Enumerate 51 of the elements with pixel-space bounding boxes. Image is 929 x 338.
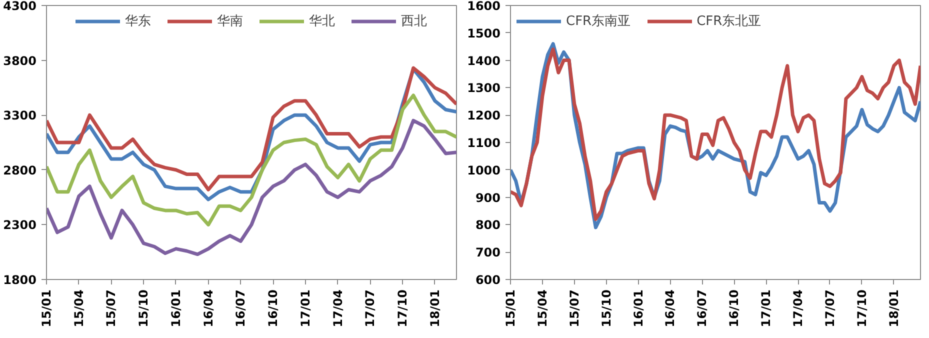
- x-tick-label: 15/04: [72, 290, 86, 328]
- x-tick-label: 17/10: [396, 290, 410, 328]
- y-tick-label: 800: [475, 218, 501, 232]
- y-tick-label: 600: [475, 273, 501, 287]
- y-tick-label: 1600: [467, 0, 501, 13]
- x-tick-label: 15/07: [104, 290, 118, 328]
- x-tick-label: 17/07: [822, 290, 837, 328]
- x-tick-label: 16/07: [234, 290, 248, 328]
- legend-label: 西北: [401, 13, 427, 30]
- y-tick-label: 3800: [3, 54, 37, 68]
- x-tick-label: 16/07: [695, 290, 710, 328]
- x-tick-label: 17/04: [791, 290, 806, 328]
- y-tick-label: 2800: [3, 163, 37, 178]
- x-tick-label: 16/04: [663, 290, 678, 328]
- y-tick-label: 1300: [467, 81, 501, 96]
- x-tick-label: 16/10: [727, 290, 742, 328]
- legend-label: CFR东北亚: [696, 13, 762, 30]
- y-tick-label: 4300: [3, 0, 37, 13]
- legend-label: 华南: [217, 13, 243, 30]
- y-tick-label: 2300: [3, 218, 37, 232]
- y-tick-label: 1800: [3, 273, 37, 287]
- line-series: [46, 118, 456, 256]
- x-tick-label: 16/04: [201, 290, 216, 328]
- x-tick-label: 17/10: [854, 290, 869, 328]
- y-tick-label: 1500: [467, 26, 501, 40]
- x-tick-label: 15/07: [567, 290, 582, 328]
- y-tick-label: 900: [475, 190, 501, 205]
- y-tick-label: 1100: [467, 136, 501, 150]
- x-tick-label: 16/01: [168, 290, 183, 328]
- y-tick-label: 3300: [3, 108, 37, 123]
- x-tick-label: 17/04: [330, 290, 345, 328]
- legend-label: 华北: [309, 13, 335, 30]
- x-tick-label: 17/07: [363, 290, 378, 328]
- x-tick-label: 16/01: [631, 290, 646, 328]
- x-tick-label: 17/01: [759, 290, 774, 328]
- y-tick-label: 700: [475, 246, 501, 260]
- y-tick-label: 1200: [467, 108, 501, 123]
- y-tick-label: 1400: [467, 54, 501, 68]
- x-tick-label: 16/10: [266, 290, 280, 328]
- x-tick-label: 18/01: [886, 290, 901, 328]
- legend-label: CFR东南亚: [566, 13, 631, 30]
- legend-label: 华东: [125, 13, 151, 30]
- line-series: [46, 94, 456, 226]
- y-tick-label: 1000: [467, 163, 501, 178]
- x-tick-label: 15/10: [599, 290, 614, 328]
- x-tick-label: 17/01: [298, 290, 312, 328]
- x-tick-label: 18/01: [428, 290, 442, 328]
- x-tick-label: 15/10: [136, 290, 151, 328]
- x-tick-label: 15/01: [504, 290, 518, 328]
- x-tick-label: 15/04: [535, 290, 550, 328]
- x-tick-label: 15/01: [40, 290, 54, 328]
